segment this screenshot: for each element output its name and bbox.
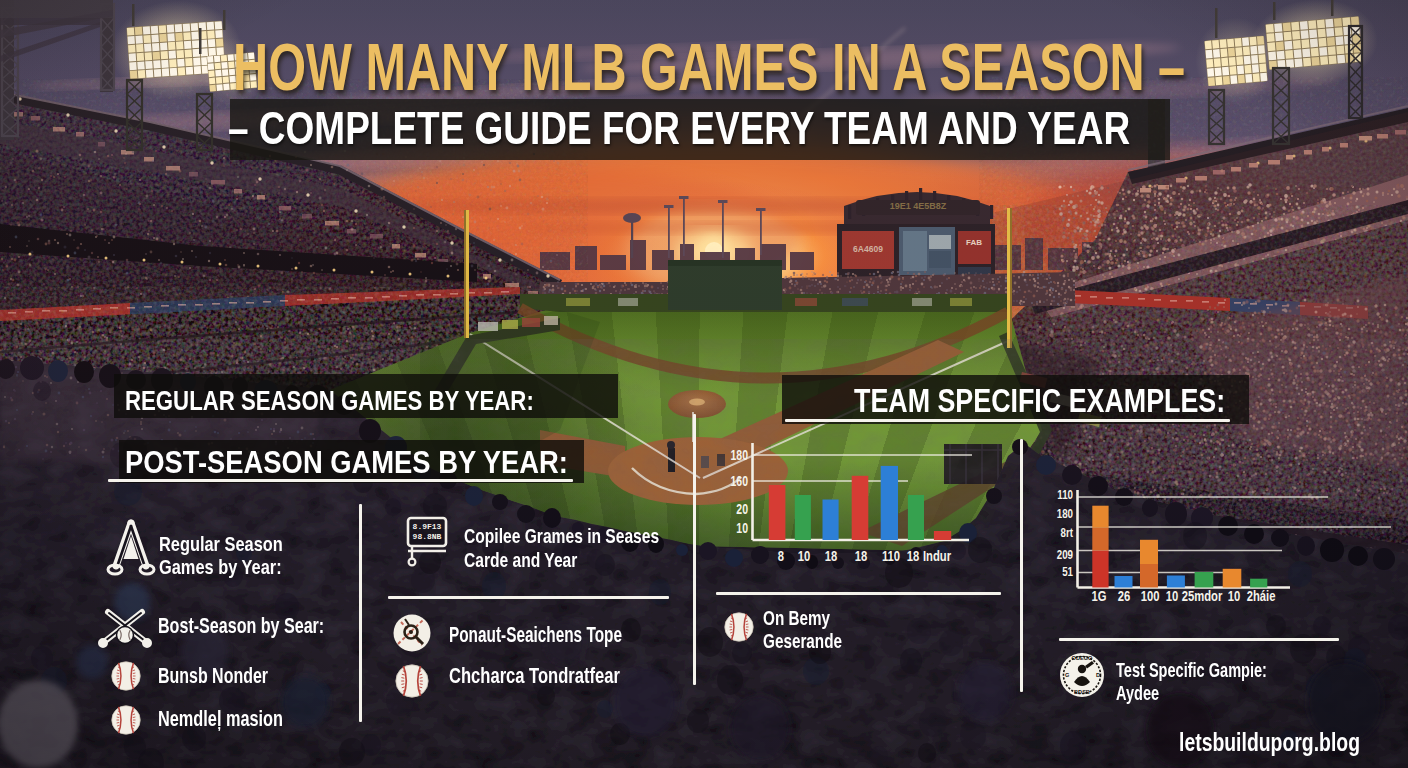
svg-text:10: 10 [736, 520, 748, 536]
svg-text:ODEGO: ODEGO [1072, 655, 1093, 661]
svg-text:10: 10 [1166, 587, 1179, 604]
svg-text:160: 160 [730, 474, 748, 490]
svg-text:25mdor: 25mdor [1182, 587, 1223, 604]
svg-text:1G: 1G [1091, 587, 1106, 604]
svg-text:98.8NB: 98.8NB [413, 532, 442, 541]
svg-text:8rt: 8rt [1061, 526, 1074, 540]
svg-text:8.9F13: 8.9F13 [413, 522, 442, 531]
svg-text:10: 10 [1228, 587, 1241, 604]
svg-text:51: 51 [1062, 565, 1073, 579]
svg-text:180: 180 [730, 448, 748, 464]
svg-text:BDSB: BDSB [1074, 689, 1090, 695]
svg-text:180: 180 [1057, 506, 1073, 520]
svg-text:100: 100 [1141, 587, 1160, 604]
svg-text:10: 10 [798, 547, 811, 564]
svg-text:110: 110 [1057, 487, 1073, 501]
svg-text:18: 18 [907, 547, 920, 564]
svg-text:G: G [1065, 672, 1069, 678]
svg-text:18: 18 [855, 547, 868, 564]
svg-text:Indur: Indur [923, 547, 951, 564]
svg-text:2háie: 2háie [1247, 587, 1276, 604]
svg-text:8: 8 [778, 547, 784, 564]
svg-text:20: 20 [736, 501, 748, 517]
svg-text:D: D [1096, 672, 1100, 678]
svg-text:209: 209 [1057, 548, 1073, 562]
svg-text:26: 26 [1118, 587, 1131, 604]
svg-text:110: 110 [882, 547, 900, 564]
svg-text:18: 18 [825, 547, 838, 564]
